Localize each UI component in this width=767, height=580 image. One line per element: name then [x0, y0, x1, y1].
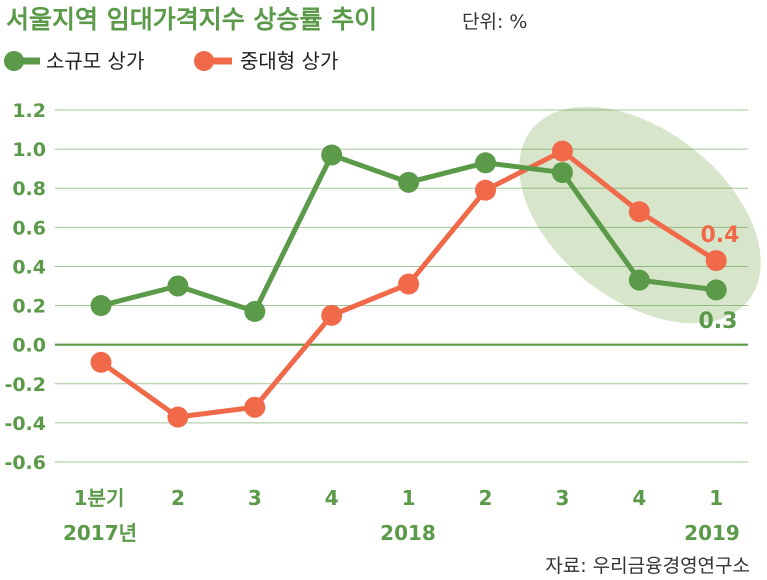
x-tick-label: 4	[632, 486, 646, 510]
y-tick-label: 0.4	[12, 256, 46, 278]
x-tick-label: 1분기	[74, 486, 125, 510]
series-small-point	[475, 152, 496, 174]
series-large-point	[551, 140, 573, 162]
year-label-2019: 2019	[684, 521, 740, 545]
y-tick-label: 0.0	[12, 335, 46, 357]
series-small-point	[244, 300, 266, 322]
series-large-point	[321, 304, 343, 326]
legend: 소규모 상가 중대형 상가	[4, 49, 338, 73]
series-large-point	[628, 201, 650, 223]
y-tick-label: -0.2	[4, 374, 46, 396]
series-large-point	[398, 273, 420, 295]
series-small-point	[551, 162, 573, 184]
series-small-point	[90, 295, 112, 317]
x-tick-label: 3	[248, 486, 262, 510]
x-axis-ticks: 1분기 2 3 4 1 2 3 4 1	[74, 486, 724, 510]
y-tick-label: 1.0	[12, 139, 46, 161]
chart-title: 서울지역 임대가격지수 상승률 추이	[6, 5, 377, 34]
series-large-point	[475, 179, 496, 201]
unit-label: 단위: %	[462, 11, 527, 33]
data-label-large-last: 0.4	[701, 223, 740, 248]
legend-label-small: 소규모 상가	[46, 49, 144, 73]
y-tick-label: 0.6	[12, 217, 46, 239]
series-layer	[90, 140, 727, 428]
x-tick-label: 1	[402, 486, 416, 510]
y-tick-label: -0.4	[4, 413, 46, 435]
legend-label-large: 중대형 상가	[240, 49, 338, 73]
year-label-2018: 2018	[380, 521, 436, 545]
series-large-point	[705, 250, 727, 272]
x-tick-label: 4	[325, 486, 339, 510]
x-tick-label: 1	[709, 486, 723, 510]
data-label-small-last: 0.3	[699, 309, 738, 334]
series-small-point	[167, 275, 189, 297]
series-small-point	[398, 171, 420, 193]
series-small-point	[628, 269, 650, 291]
series-large-point	[167, 406, 189, 428]
y-tick-label: 0.2	[12, 296, 46, 318]
legend-marker-small	[4, 51, 24, 71]
year-label-2017: 2017년	[63, 521, 137, 545]
y-tick-label: -0.6	[4, 452, 46, 474]
y-axis-ticks: 1.2 1.0 0.8 0.6 0.4 0.2 0.0 -0.2 -0.4 -0.6	[4, 100, 46, 474]
series-large-point	[90, 351, 112, 373]
y-tick-label: 0.8	[12, 178, 46, 200]
series-large-point	[244, 396, 266, 418]
y-tick-label: 1.2	[12, 100, 46, 122]
series-small-point	[321, 144, 343, 166]
gridlines	[55, 109, 748, 463]
x-tick-label: 2	[479, 486, 493, 510]
series-small-point	[705, 279, 727, 301]
source-note: 자료: 우리금융경영연구소	[545, 555, 750, 577]
x-tick-label: 3	[555, 486, 569, 510]
legend-marker-large	[194, 51, 214, 71]
x-tick-label: 2	[171, 486, 185, 510]
